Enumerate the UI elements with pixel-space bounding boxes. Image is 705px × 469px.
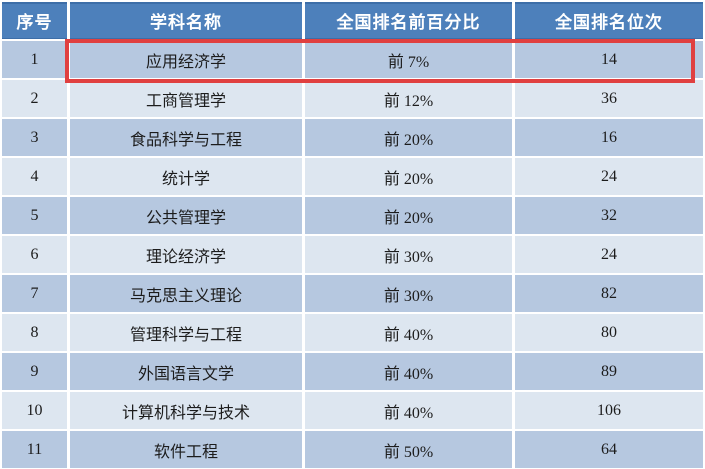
cell-percent: 前 50% [302, 431, 512, 469]
table-row-6: 6 理论经济学 前 30% 24 [2, 236, 703, 275]
cell-rank: 64 [512, 431, 703, 469]
cell-seq: 11 [2, 431, 67, 469]
table-row-5: 5 公共管理学 前 20% 32 [2, 197, 703, 236]
cell-percent: 前 30% [302, 275, 512, 314]
cell-seq: 1 [2, 41, 67, 80]
cell-name: 计算机科学与技术 [67, 392, 302, 431]
table-row-8: 8 管理科学与工程 前 40% 80 [2, 314, 703, 353]
cell-percent: 前 40% [302, 392, 512, 431]
cell-name: 外国语言文学 [67, 353, 302, 392]
cell-name: 管理科学与工程 [67, 314, 302, 353]
cell-rank: 82 [512, 275, 703, 314]
cell-percent: 前 7% [302, 41, 512, 80]
cell-percent: 前 20% [302, 119, 512, 158]
cell-percent: 前 40% [302, 314, 512, 353]
cell-percent: 前 30% [302, 236, 512, 275]
cell-seq: 4 [2, 158, 67, 197]
header-rank: 全国排名位次 [512, 2, 703, 41]
cell-name: 应用经济学 [67, 41, 302, 80]
table-body: 1 应用经济学 前 7% 14 2 工商管理学 前 12% 36 3 食品科学与… [2, 41, 703, 469]
cell-seq: 3 [2, 119, 67, 158]
table-row-10: 10 计算机科学与技术 前 40% 106 [2, 392, 703, 431]
table-row-3: 3 食品科学与工程 前 20% 16 [2, 119, 703, 158]
cell-seq: 6 [2, 236, 67, 275]
cell-name: 软件工程 [67, 431, 302, 469]
cell-seq: 10 [2, 392, 67, 431]
cell-percent: 前 20% [302, 158, 512, 197]
header-name: 学科名称 [67, 2, 302, 41]
cell-name: 食品科学与工程 [67, 119, 302, 158]
cell-percent: 前 12% [302, 80, 512, 119]
table-row-11: 11 软件工程 前 50% 64 [2, 431, 703, 469]
cell-rank: 89 [512, 353, 703, 392]
cell-rank: 106 [512, 392, 703, 431]
cell-name: 工商管理学 [67, 80, 302, 119]
cell-seq: 8 [2, 314, 67, 353]
header-percent: 全国排名前百分比 [302, 2, 512, 41]
cell-rank: 80 [512, 314, 703, 353]
table-row-4: 4 统计学 前 20% 24 [2, 158, 703, 197]
cell-seq: 5 [2, 197, 67, 236]
header-seq: 序号 [2, 2, 67, 41]
cell-seq: 2 [2, 80, 67, 119]
table-row-2: 2 工商管理学 前 12% 36 [2, 80, 703, 119]
table-header: 序号 学科名称 全国排名前百分比 全国排名位次 [2, 2, 703, 41]
cell-rank: 24 [512, 236, 703, 275]
cell-rank: 16 [512, 119, 703, 158]
cell-name: 马克思主义理论 [67, 275, 302, 314]
cell-name: 统计学 [67, 158, 302, 197]
cell-name: 理论经济学 [67, 236, 302, 275]
table-row-7: 7 马克思主义理论 前 30% 82 [2, 275, 703, 314]
cell-rank: 14 [512, 41, 703, 80]
cell-rank: 32 [512, 197, 703, 236]
cell-seq: 7 [2, 275, 67, 314]
table-row-9: 9 外国语言文学 前 40% 89 [2, 353, 703, 392]
table-row-1: 1 应用经济学 前 7% 14 [2, 41, 703, 80]
cell-rank: 36 [512, 80, 703, 119]
cell-name: 公共管理学 [67, 197, 302, 236]
cell-percent: 前 20% [302, 197, 512, 236]
cell-seq: 9 [2, 353, 67, 392]
cell-percent: 前 40% [302, 353, 512, 392]
header-row: 序号 学科名称 全国排名前百分比 全国排名位次 [2, 2, 703, 41]
cell-rank: 24 [512, 158, 703, 197]
